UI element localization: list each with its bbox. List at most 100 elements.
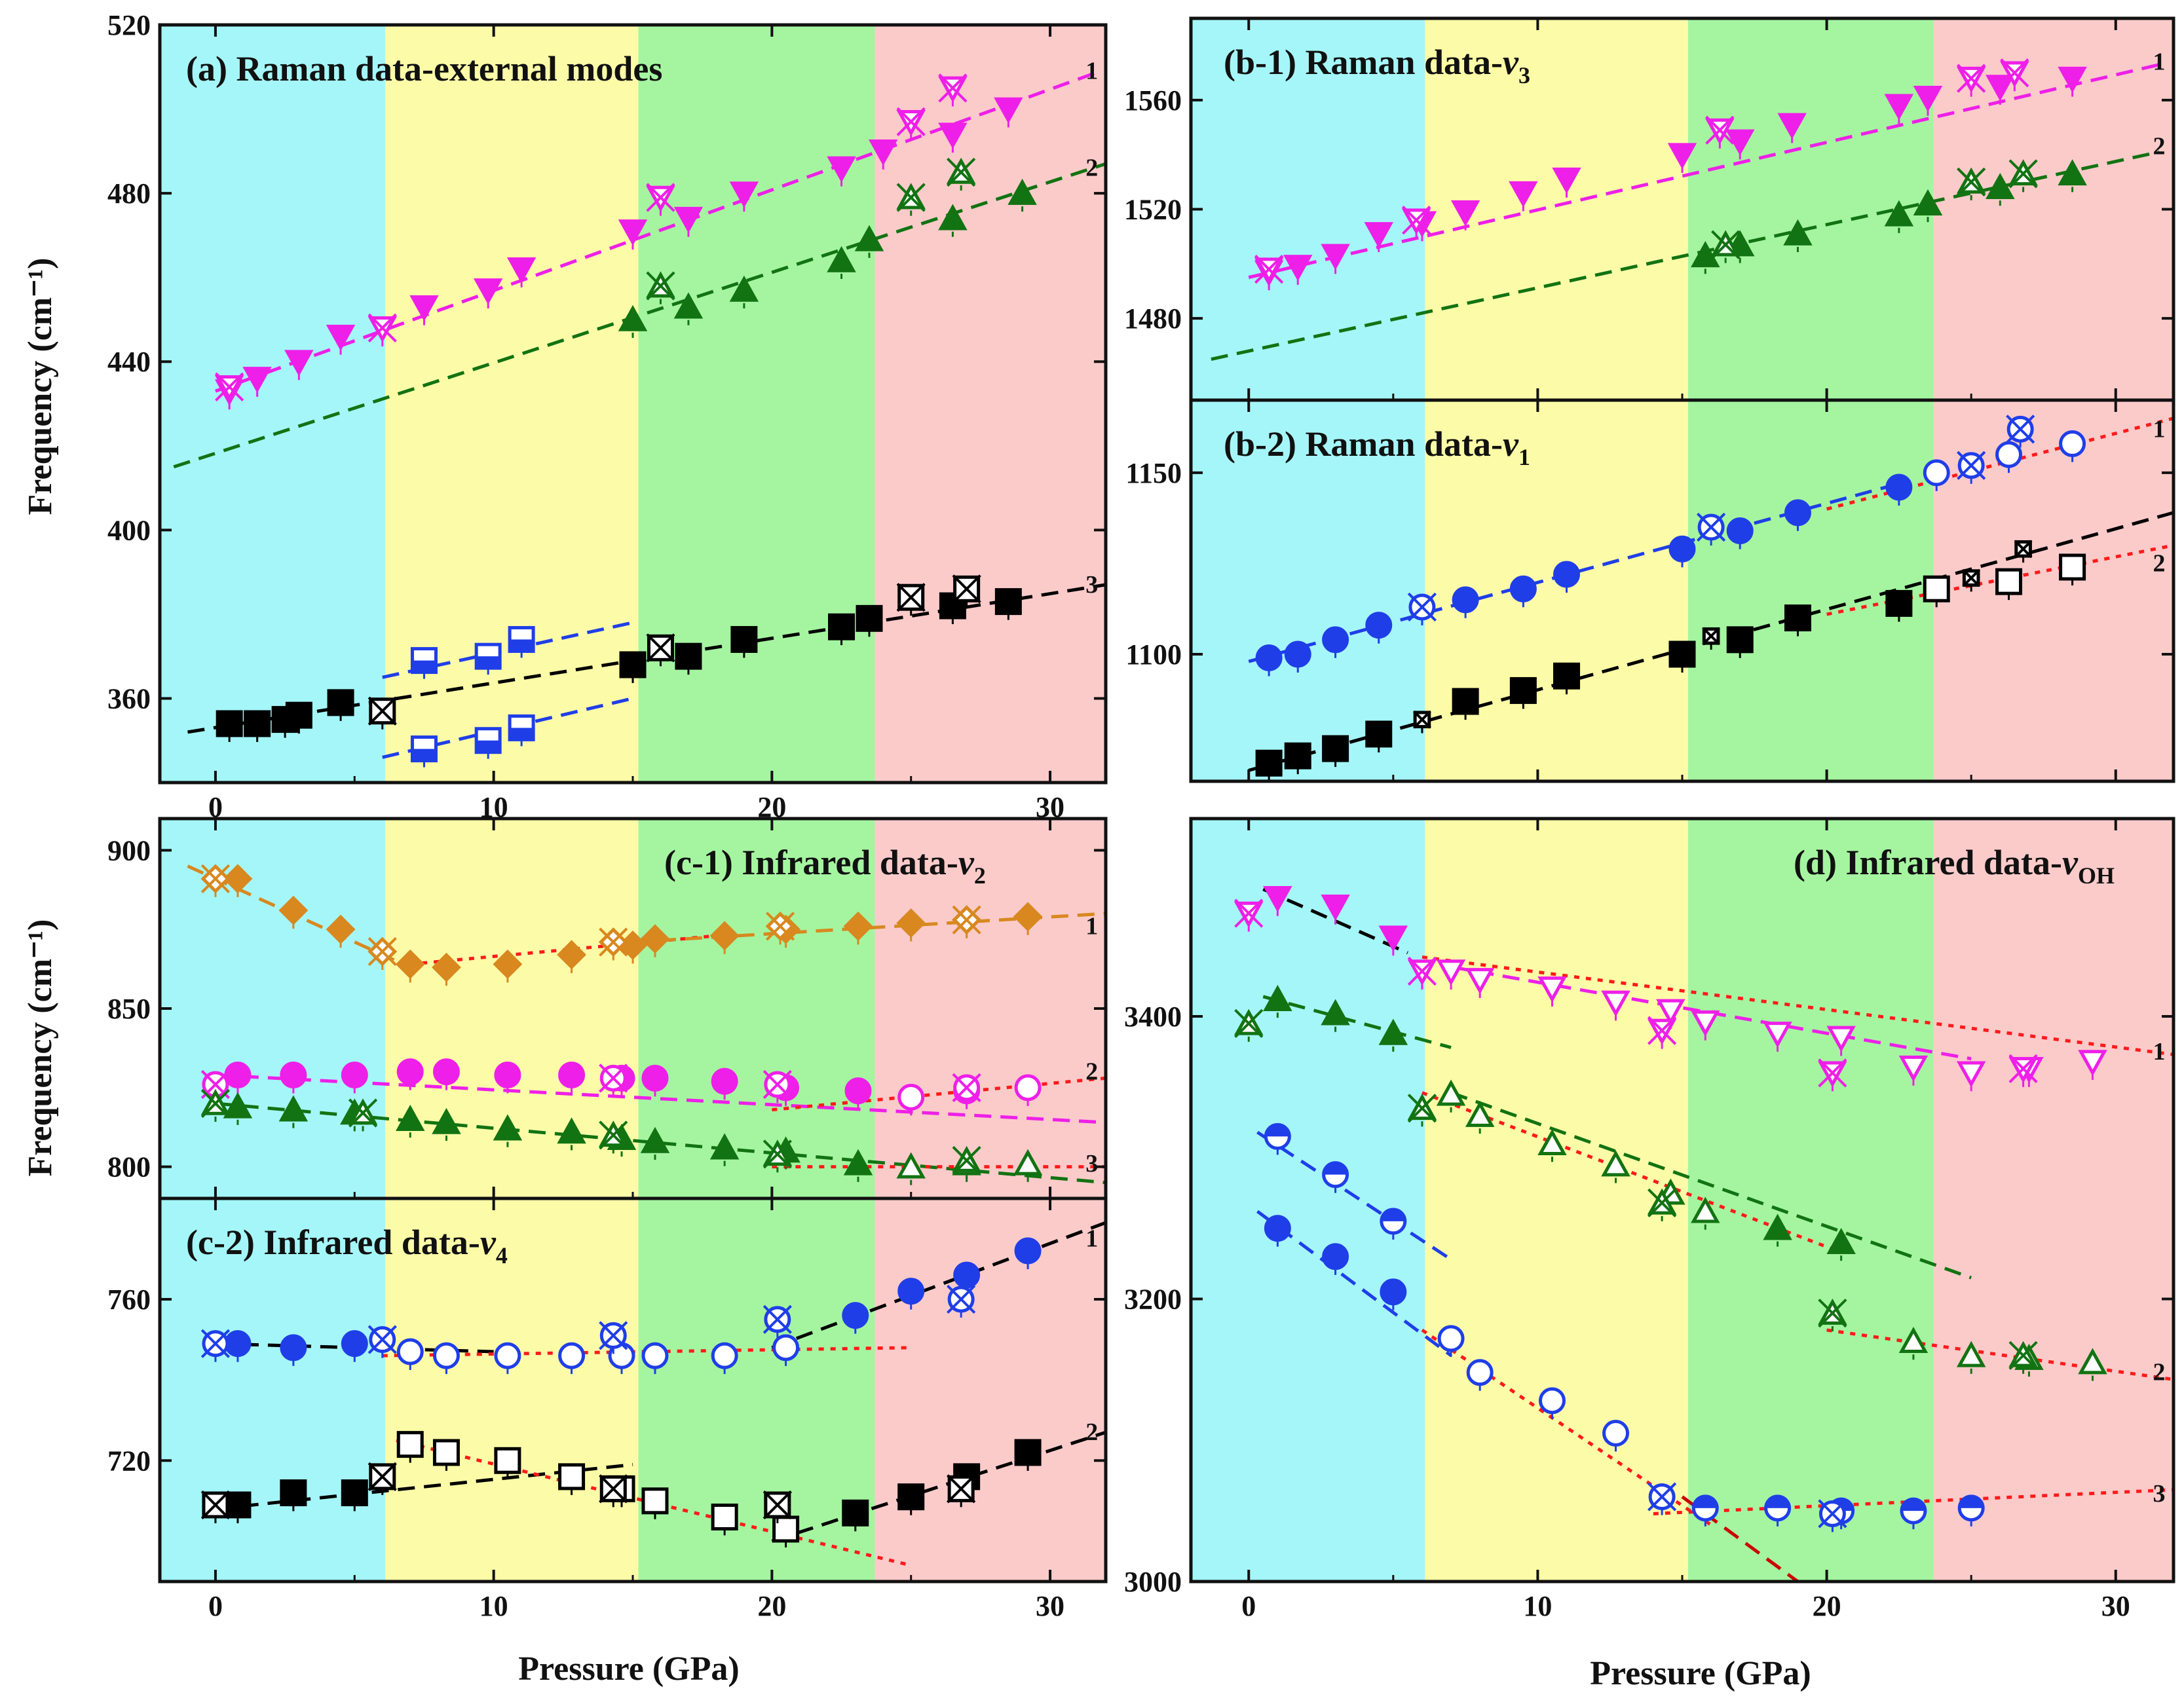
data-point-b1-3-7 [2058,159,2087,193]
series-c2-3 [200,1284,976,1362]
y-tick-label-b2-1: 1100 [1125,639,1182,671]
data-point-b2-4-3 [1322,735,1349,768]
data-point-b1-4-3 [2008,159,2038,193]
data-point-b2-2-3 [1957,451,1986,484]
data-point-b1-1-12 [1884,94,1914,124]
data-point-c1-2-3 [598,927,628,961]
data-point-c2-3-2 [367,1325,397,1358]
data-point-d-7-1 [1264,1215,1291,1247]
data-point-d-3-2 [1407,956,1437,990]
data-point-c2-5-3 [494,1447,521,1479]
data-point-d-5-2 [1465,1100,1495,1134]
data-point-c1-2-5 [952,905,982,938]
pressure-band-1 [160,1198,386,1582]
data-point-c1-1-12 [843,911,873,945]
data-point-c1-3-4 [396,1058,424,1090]
data-point-b2-4-9 [1726,626,1754,658]
fit-line-d-5 [1421,1091,1842,1254]
data-point-c2-6-3 [599,1474,628,1508]
data-point-d-6-1 [1233,1009,1264,1042]
data-point-d-2-10 [1956,1061,1986,1092]
data-point-b2-4-11 [1885,589,1913,622]
data-point-a-2-3 [646,183,675,216]
y-tick-label-a-3: 440 [107,346,151,378]
data-point-c1-7-1 [896,1152,926,1185]
data-point-c1-2-1 [200,864,231,897]
data-point-c2-4-3 [341,1479,368,1511]
data-point-d-8-8 [1957,1494,1985,1527]
data-point-c1-1-5 [432,952,461,986]
data-point-a-5-1 [646,271,675,305]
data-point-b2-4-1 [1255,749,1283,781]
series-b2-5 [1923,553,2086,608]
series-a-7 [367,574,981,730]
series-b2-3 [1923,430,2086,491]
data-point-c1-1-10 [709,921,740,954]
y-tick-label-b1-1: 1480 [1124,303,1182,335]
data-point-c1-1-4 [395,949,425,983]
data-point-b2-1-6 [1509,575,1537,608]
data-point-a-2-2 [367,313,398,346]
pressure-band-4 [1933,819,2174,1582]
y-tick-label-c2-1: 720 [107,1445,151,1477]
series-d-3 [1233,898,2038,1092]
fit-line-c2-3 [771,1221,1106,1350]
data-point-a-8-2 [474,642,502,675]
data-point-c2-4-5 [897,1483,925,1515]
data-point-c1-3-7 [558,1062,586,1094]
pressure-band-1 [160,819,386,1198]
data-point-a-6-5 [327,689,354,721]
data-point-c1-1-9 [640,924,670,957]
data-point-d-5-8 [1956,1341,1986,1374]
data-point-c2-2-2 [432,1342,460,1375]
series-a-9 [410,714,535,768]
y-tick-label-d-2: 3200 [1124,1284,1182,1316]
y-tick-label-c1-1: 800 [107,1151,151,1183]
series-b2-1 [1255,473,1913,676]
data-point-d-4-3 [1378,1018,1408,1052]
data-point-a-1-7 [506,257,537,287]
data-point-b2-4-4 [1365,720,1393,752]
data-point-c2-1-4 [842,1302,869,1334]
data-point-a-8-3 [508,625,535,658]
data-point-d-1-3 [1378,925,1408,956]
data-point-c2-2-3 [494,1342,521,1375]
data-point-c1-8-5 [952,1145,981,1179]
series-a-2 [214,73,968,405]
data-point-b2-1-1 [1255,644,1283,676]
pressure-band-2 [385,1198,639,1582]
data-point-a-1-4 [326,324,356,355]
data-point-c1-1-1 [223,864,253,897]
data-point-d-4-5 [1826,1227,1856,1261]
data-point-a-6-2 [244,710,271,743]
panel-title-b2: (b-2) Raman data-ν1 [1224,424,1530,470]
data-point-d-2-6 [1691,1010,1720,1041]
data-point-a-6-7 [675,642,702,675]
x-axis-label-right: Pressure (GPa) [1590,1655,1811,1692]
series-label-c2-1: 1 [1085,1225,1098,1253]
data-point-b2-2-2 [1697,512,1726,546]
fit-line-d-11 [1681,1495,1799,1582]
data-point-a-3-1 [938,122,968,153]
data-point-c1-6-9 [640,1126,670,1160]
series-c1-6 [223,1092,873,1182]
data-point-b1-4-1 [1710,230,1741,263]
data-point-b1-1-11 [1777,113,1807,143]
data-point-b2-5-3 [2059,553,2086,585]
data-point-b1-3-1 [1691,241,1720,274]
data-point-b1-1-8 [1552,167,1581,198]
y-tick-label-a-1: 360 [107,682,151,714]
data-point-b1-3-3 [1783,219,1813,252]
series-d-4 [1263,984,1856,1261]
series-d-7 [1264,1215,1407,1310]
data-point-b1-2-5 [2000,58,2029,92]
data-point-d-6-2 [1407,1094,1437,1127]
data-point-b2-5-1 [1923,575,1950,608]
panel-d: 0 10 20 30 3000 3200 3400 (d) Infrared data-νOH… [1124,817,2175,1622]
data-point-c2-6-5 [947,1474,976,1508]
data-point-b1-1-6 [1450,200,1480,231]
data-point-a-2-5 [938,73,968,107]
data-point-d-2-12 [2078,1050,2107,1081]
data-point-b2-5-2 [1995,568,2023,601]
